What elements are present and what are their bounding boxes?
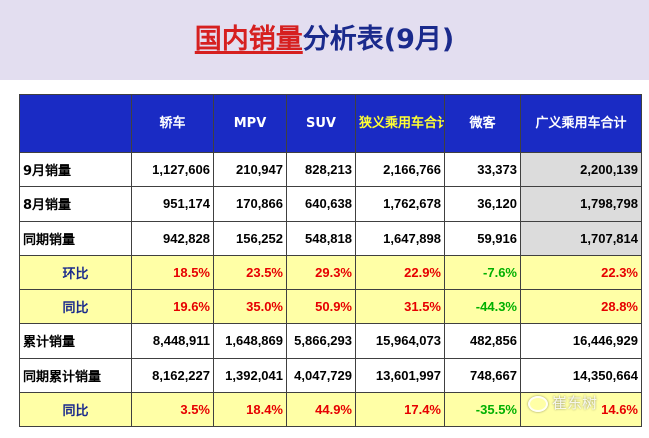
table-cell: 1,762,678 <box>355 186 445 222</box>
table-cell: 28.8% <box>520 288 642 325</box>
table-cell: 1,707,814 <box>520 220 642 256</box>
table-row: 环比 18.5% 23.5% 29.3% 22.9% -7.6% 22.3% <box>19 254 642 291</box>
row-label: 同期累计销量 <box>19 357 132 393</box>
table-header-row: 轿车 MPV SUV 狭义乘用车合计 微客 广义乘用车合计 <box>19 94 642 153</box>
table-row: 同比 3.5% 18.4% 44.9% 17.4% -35.5% 14.6% <box>19 391 642 428</box>
table-cell: 951,174 <box>131 186 214 222</box>
table-cell: 59,916 <box>444 220 521 256</box>
header-cell-mpv: MPV <box>213 94 287 153</box>
table-cell: 13,601,997 <box>355 357 445 393</box>
sales-table: 轿车 MPV SUV 狭义乘用车合计 微客 广义乘用车合计 9月销量 1,127… <box>19 94 642 428</box>
table-cell: 8,162,227 <box>131 357 214 393</box>
table-cell: 1,798,798 <box>520 186 642 222</box>
table-cell: 548,818 <box>286 220 356 256</box>
table-cell: 156,252 <box>213 220 287 256</box>
table-cell: 3.5% <box>131 391 214 428</box>
table-cell: 33,373 <box>444 151 521 188</box>
header-cell-blank <box>19 94 132 153</box>
table-row: 同比 19.6% 35.0% 50.9% 31.5% -44.3% 28.8% <box>19 288 642 325</box>
table-cell: 2,200,139 <box>520 151 642 188</box>
table-cell: 640,638 <box>286 186 356 222</box>
table-cell: 31.5% <box>355 288 445 325</box>
row-label: 同期销量 <box>19 220 132 256</box>
table-cell: 828,213 <box>286 151 356 188</box>
watermark-text: 崔东树 <box>552 394 598 412</box>
title-bar: 国内销量分析表(9月) <box>0 0 649 80</box>
table-cell: 18.4% <box>213 391 287 428</box>
table-cell: 2,166,766 <box>355 151 445 188</box>
table-cell: 22.9% <box>355 254 445 291</box>
table-row: 8月销量 951,174 170,866 640,638 1,762,678 3… <box>19 186 642 222</box>
table-cell: 44.9% <box>286 391 356 428</box>
table-cell: 23.5% <box>213 254 287 291</box>
table-cell: 17.4% <box>355 391 445 428</box>
table-cell: 22.3% <box>520 254 642 291</box>
table-row: 同期累计销量 8,162,227 1,392,041 4,047,729 13,… <box>19 357 642 393</box>
table-cell: 36,120 <box>444 186 521 222</box>
title-part-3: (9月) <box>383 24 455 55</box>
row-label: 9月销量 <box>19 151 132 188</box>
table-cell: -35.5% <box>444 391 521 428</box>
table-cell: -7.6% <box>444 254 521 291</box>
table-cell: 14,350,664 <box>520 357 642 393</box>
table-row: 同期销量 942,828 156,252 548,818 1,647,898 5… <box>19 220 642 256</box>
header-cell-minivan: 微客 <box>444 94 521 153</box>
table-cell: 1,392,041 <box>213 357 287 393</box>
table-cell: 29.3% <box>286 254 356 291</box>
table-cell: 50.9% <box>286 288 356 325</box>
table-cell: 482,856 <box>444 323 521 359</box>
table-cell: 5,866,293 <box>286 323 356 359</box>
row-label: 环比 <box>19 254 132 291</box>
table-cell: 170,866 <box>213 186 287 222</box>
table-cell: 35.0% <box>213 288 287 325</box>
table-cell: 210,947 <box>213 151 287 188</box>
table-cell: 8,448,911 <box>131 323 214 359</box>
table-row: 9月销量 1,127,606 210,947 828,213 2,166,766… <box>19 151 642 188</box>
table-cell: 1,127,606 <box>131 151 214 188</box>
row-label: 8月销量 <box>19 186 132 222</box>
table-cell: 16,446,929 <box>520 323 642 359</box>
row-label: 同比 <box>19 288 132 325</box>
header-cell-broad-total: 广义乘用车合计 <box>520 94 642 153</box>
watermark: 崔东树 <box>528 392 648 422</box>
table-row: 累计销量 8,448,911 1,648,869 5,866,293 15,96… <box>19 323 642 359</box>
header-cell-sedan: 轿车 <box>131 94 214 153</box>
table-cell: 18.5% <box>131 254 214 291</box>
table-cell: 14.6% <box>520 391 642 428</box>
table-cell: 4,047,729 <box>286 357 356 393</box>
table-cell: 748,667 <box>444 357 521 393</box>
table-cell: 942,828 <box>131 220 214 256</box>
table-cell: -44.3% <box>444 288 521 325</box>
row-label: 累计销量 <box>19 323 132 359</box>
table-cell: 1,648,869 <box>213 323 287 359</box>
row-label: 同比 <box>19 391 132 428</box>
table-cell: 19.6% <box>131 288 214 325</box>
header-cell-narrow-total: 狭义乘用车合计 <box>355 94 445 153</box>
header-cell-suv: SUV <box>286 94 356 153</box>
table-cell: 1,647,898 <box>355 220 445 256</box>
page-title: 国内销量分析表(9月) <box>0 20 649 60</box>
wechat-icon <box>528 395 548 412</box>
title-part-2: 分析表 <box>302 24 384 55</box>
table-cell: 15,964,073 <box>355 323 445 359</box>
title-part-1: 国内销量 <box>194 24 303 55</box>
